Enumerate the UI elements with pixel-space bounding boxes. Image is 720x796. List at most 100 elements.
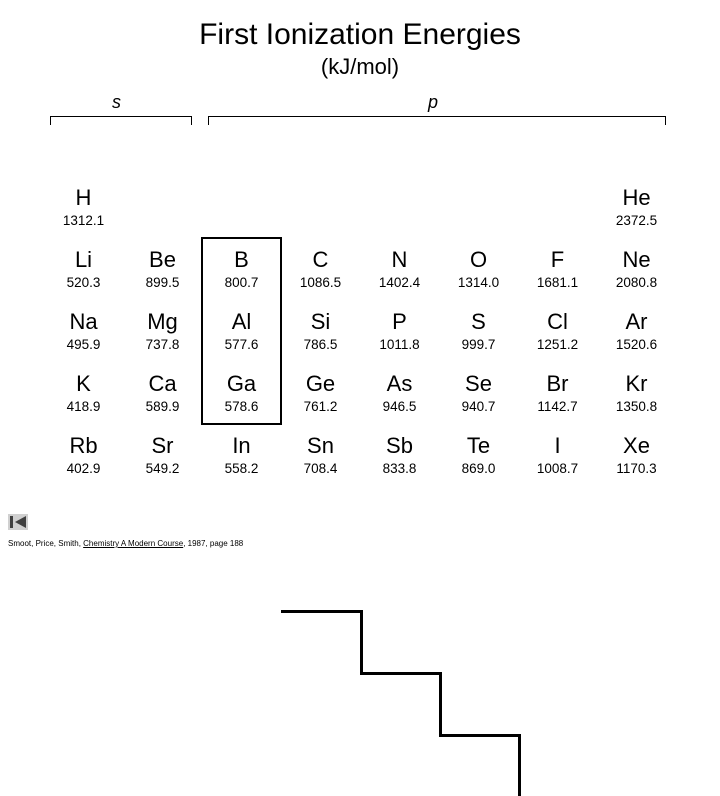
element-value: 1086.5: [300, 276, 341, 290]
element-symbol: O: [470, 248, 487, 272]
element-cell: Sr 549.2: [123, 424, 202, 486]
element-symbol: Sb: [386, 434, 413, 458]
element-symbol: Kr: [626, 372, 648, 396]
page-title: First Ionization Energies: [0, 18, 720, 52]
element-value: 1011.8: [379, 338, 419, 352]
table-row: H1312.1He2372.5: [44, 176, 676, 238]
element-value: 1350.8: [616, 400, 657, 414]
element-symbol: Mg: [147, 310, 178, 334]
element-symbol: Be: [149, 248, 176, 272]
citation-suffix: , 1987, page 188: [183, 539, 243, 548]
element-cell: O 1314.0: [439, 238, 518, 300]
element-cell: Ga 578.6: [202, 362, 281, 424]
element-value: 578.6: [225, 400, 259, 414]
element-symbol: Ga: [227, 372, 256, 396]
s-block-bracket: [50, 116, 192, 126]
empty-cell: [202, 176, 281, 238]
element-cell: Ca 589.9: [123, 362, 202, 424]
element-symbol: Rb: [69, 434, 97, 458]
element-symbol: K: [76, 372, 91, 396]
periodic-table: H1312.1He2372.5Li520.3Be899.5B800.7C1086…: [44, 176, 676, 486]
element-value: 1008.7: [537, 462, 578, 476]
element-cell: C1086.5: [281, 238, 360, 300]
empty-cell: [439, 176, 518, 238]
element-value: 402.9: [67, 462, 101, 476]
element-cell: Te869.0: [439, 424, 518, 486]
element-cell: In558.2: [202, 424, 281, 486]
element-value: 1681.1: [537, 276, 578, 290]
element-value: 558.2: [225, 462, 259, 476]
citation-book: Chemistry A Modern Course: [83, 539, 183, 548]
staircase-segment: [281, 610, 360, 613]
element-symbol: Xe: [623, 434, 650, 458]
element-cell: Mg 737.8: [123, 300, 202, 362]
element-symbol: Sr: [152, 434, 174, 458]
element-value: 999.7: [462, 338, 496, 352]
element-value: 1314.0: [458, 276, 499, 290]
element-value: 549.2: [146, 462, 180, 476]
staircase-segment: [439, 672, 442, 734]
element-cell: Ge761.2: [281, 362, 360, 424]
block-labels: s p: [0, 92, 720, 126]
element-value: 786.5: [304, 338, 338, 352]
element-symbol: As: [387, 372, 413, 396]
element-value: 495.9: [67, 338, 101, 352]
empty-cell: [281, 176, 360, 238]
element-cell: Xe 1170.3: [597, 424, 676, 486]
element-symbol: Se: [465, 372, 492, 396]
element-value: 1520.6: [616, 338, 657, 352]
element-cell: Sb 833.8: [360, 424, 439, 486]
element-symbol: Ge: [306, 372, 335, 396]
element-value: 1312.1: [63, 214, 104, 228]
element-symbol: Ne: [622, 248, 650, 272]
element-cell: K418.9: [44, 362, 123, 424]
element-value: 800.7: [225, 276, 259, 290]
element-cell: Be 899.5: [123, 238, 202, 300]
element-symbol: Si: [311, 310, 331, 334]
element-value: 577.6: [225, 338, 259, 352]
citation-footer: Smoot, Price, Smith, Chemistry A Modern …: [8, 539, 243, 548]
element-cell: Al 577.6: [202, 300, 281, 362]
element-cell: P1011.8: [360, 300, 439, 362]
element-symbol: Ca: [148, 372, 176, 396]
table-row: Na495.9 Mg 737.8 Al 577.6 Si 786.5 P1011.8 S 999.…: [44, 300, 676, 362]
table-row: K418.9 Ca 589.9 Ga 578.6 Ge761.2 As 946.5 Se 940.…: [44, 362, 676, 424]
element-cell: As 946.5: [360, 362, 439, 424]
element-symbol: He: [622, 186, 650, 210]
element-symbol: Al: [232, 310, 252, 334]
element-value: 946.5: [383, 400, 417, 414]
element-symbol: Sn: [307, 434, 334, 458]
staircase-segment: [439, 734, 518, 737]
element-cell: Na495.9: [44, 300, 123, 362]
element-symbol: Li: [75, 248, 92, 272]
page-subtitle: (kJ/mol): [0, 54, 720, 80]
element-value: 1170.3: [616, 462, 656, 476]
element-symbol: N: [392, 248, 408, 272]
element-symbol: S: [471, 310, 486, 334]
element-value: 737.8: [146, 338, 180, 352]
element-symbol: F: [551, 248, 564, 272]
element-value: 899.5: [146, 276, 180, 290]
table-row: Rb402.9Sr549.2In558.2Sn708.4Sb833.8Te869…: [44, 424, 676, 486]
element-cell: Ar1520.6: [597, 300, 676, 362]
element-cell: Li520.3: [44, 238, 123, 300]
element-cell: S 999.7: [439, 300, 518, 362]
element-symbol: I: [554, 434, 560, 458]
p-block-bracket: [208, 116, 666, 126]
element-value: 1251.2: [537, 338, 578, 352]
element-value: 2080.8: [616, 276, 657, 290]
staircase-segment: [360, 610, 363, 672]
element-cell: Kr 1350.8: [597, 362, 676, 424]
element-value: 833.8: [383, 462, 417, 476]
staircase-segment: [518, 734, 521, 796]
element-cell: Br1142.7: [518, 362, 597, 424]
p-block-label: p: [428, 92, 438, 113]
element-symbol: Te: [467, 434, 490, 458]
element-cell: He2372.5: [597, 176, 676, 238]
element-cell: I 1008.7: [518, 424, 597, 486]
element-value: 589.9: [146, 400, 180, 414]
back-nav-icon[interactable]: [8, 514, 28, 530]
empty-cell: [123, 176, 202, 238]
element-value: 940.7: [462, 400, 496, 414]
element-cell: F 1681.1: [518, 238, 597, 300]
